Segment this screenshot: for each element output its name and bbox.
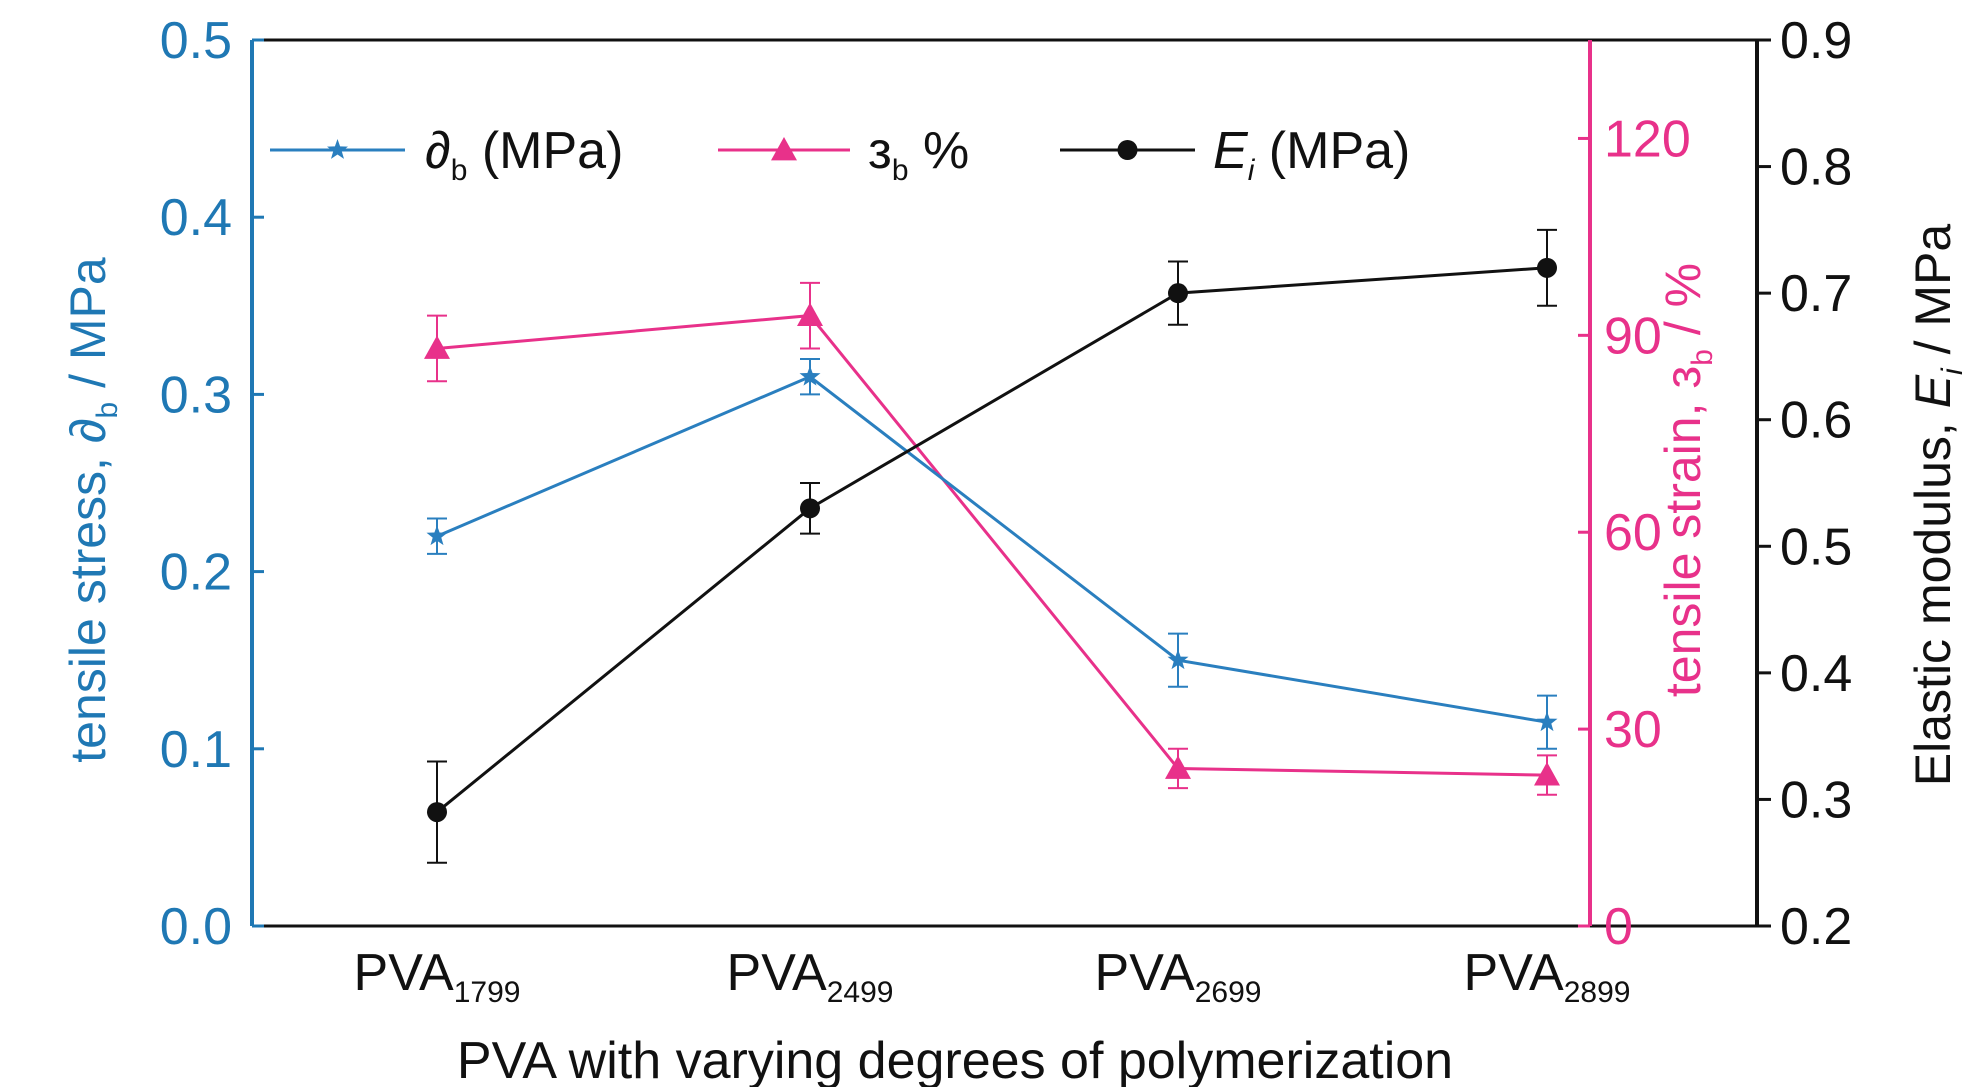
left-axis-title-unit: / MPa xyxy=(60,257,116,402)
data-point xyxy=(1167,649,1189,670)
right1-tick-label: 60 xyxy=(1604,504,1662,562)
x-axis-title: PVA with varying degrees of polymerizati… xyxy=(457,1032,1453,1087)
left-axis-title-text: tensile stress, ∂b / MPa xyxy=(60,257,124,763)
series-line xyxy=(436,314,1548,777)
legend-label: ∂b (MPa) xyxy=(425,122,623,187)
right2-tick-label: 0.8 xyxy=(1780,139,1852,197)
left-tick-label: 0.2 xyxy=(160,544,232,602)
legend-marker xyxy=(327,139,348,159)
left-tick-label: 0.5 xyxy=(160,12,232,70)
legend: ∂b (MPa) зb % Ei (MPa) xyxy=(270,122,1410,187)
left-axis-title-main: tensile stress, xyxy=(60,443,116,763)
data-point xyxy=(1536,711,1558,732)
left-axis-title-sub: b xyxy=(91,402,124,419)
x-tick-label: PVA2699 xyxy=(1095,944,1262,1009)
right1-axis-title-main: tensile strain, xyxy=(1655,389,1711,697)
x-tick-label-base: PVA xyxy=(1464,944,1565,1002)
right2-tick-label: 0.6 xyxy=(1780,392,1852,450)
right2-tick-label: 0.9 xyxy=(1780,12,1852,70)
left-axis-ticks: 0.0 0.1 0.2 0.3 0.4 0.5 xyxy=(160,12,264,956)
data-point xyxy=(1165,755,1191,779)
x-tick-label-sub: 2899 xyxy=(1564,976,1631,1009)
left-tick-label: 0.0 xyxy=(160,898,232,956)
right1-axis-title-unit: / % xyxy=(1655,263,1711,349)
legend-label-symbol: E xyxy=(1213,122,1249,180)
data-point xyxy=(800,498,820,519)
legend-label-sub: b xyxy=(892,154,909,187)
legend-item: зb % xyxy=(718,122,969,187)
right2-tick-label: 0.2 xyxy=(1780,898,1852,956)
x-tick-label-sub: 2499 xyxy=(827,976,894,1009)
right2-axis-ticks: 0.2 0.3 0.4 0.5 0.6 0.7 0.8 0.9 xyxy=(1757,12,1852,956)
series-circle xyxy=(427,228,1557,864)
right1-tick-label: 120 xyxy=(1604,110,1691,168)
legend-label-suffix: % xyxy=(909,122,970,180)
series-line xyxy=(436,266,1548,814)
legend-label-symbol: ∂ xyxy=(425,122,451,180)
right2-axis-title-sub: i xyxy=(1936,367,1969,375)
right2-axis-title-main: Elastic modulus, xyxy=(1905,408,1961,786)
x-tick-label-sub: 2699 xyxy=(1195,976,1262,1009)
right2-tick-label: 0.3 xyxy=(1780,771,1852,829)
right2-tick-label: 0.7 xyxy=(1780,265,1852,323)
data-point xyxy=(1168,283,1188,304)
legend-label: Ei (MPa) xyxy=(1213,122,1410,187)
series-layer xyxy=(424,228,1560,864)
legend-label-suffix: (MPa) xyxy=(1254,122,1410,180)
legend-marker xyxy=(1117,140,1138,160)
left-tick-label: 0.4 xyxy=(160,189,232,247)
legend-label-sub: b xyxy=(451,154,468,187)
data-point xyxy=(797,302,823,327)
right2-tick-label: 0.5 xyxy=(1780,518,1852,576)
x-tick-label-sub: 1799 xyxy=(454,976,521,1009)
x-tick-label: PVA2499 xyxy=(727,944,894,1009)
legend-label-suffix: (MPa) xyxy=(467,122,623,180)
right2-axis-title: Elastic modulus, Ei / MPa xyxy=(1905,224,1969,787)
right1-tick-label: 90 xyxy=(1604,307,1662,365)
series-line xyxy=(436,374,1548,724)
right2-axis-title-symbol: E xyxy=(1905,374,1961,408)
x-axis-ticks: PVA1799 PVA2499 PVA2699 PVA2899 xyxy=(354,944,1631,1009)
series-triangle xyxy=(424,281,1560,796)
x-tick-label-base: PVA xyxy=(727,944,828,1002)
x-tick-label: PVA1799 xyxy=(354,944,521,1009)
right1-axis-title-sub: b xyxy=(1686,349,1719,366)
legend-marker xyxy=(771,137,797,161)
legend-label: зb % xyxy=(868,122,969,187)
right1-axis-title-symbol: з xyxy=(1655,366,1711,389)
series-star xyxy=(426,357,1558,750)
data-point xyxy=(427,802,447,823)
right1-axis-ticks: 0 30 60 90 120 xyxy=(1578,110,1691,956)
data-point xyxy=(1537,257,1557,278)
legend-item: ∂b (MPa) xyxy=(270,122,623,187)
x-tick-label-base: PVA xyxy=(1095,944,1196,1002)
legend-label-symbol: з xyxy=(868,122,892,180)
right1-tick-label: 0 xyxy=(1604,898,1633,956)
right2-axis-title-unit: / MPa xyxy=(1905,224,1961,369)
left-tick-label: 0.1 xyxy=(160,721,232,779)
data-point xyxy=(426,525,448,546)
x-tick-label: PVA2899 xyxy=(1464,944,1631,1009)
plot-frame xyxy=(250,38,1759,928)
legend-label-sub: i xyxy=(1248,154,1256,187)
legend-item: Ei (MPa) xyxy=(1060,122,1410,187)
right2-tick-label: 0.4 xyxy=(1780,645,1852,703)
plot-area xyxy=(252,40,1757,926)
left-axis-title-symbol: ∂ xyxy=(60,418,116,443)
data-point xyxy=(799,365,821,386)
right1-axis-title: tensile strain, зb / % xyxy=(1655,263,1719,697)
data-point xyxy=(424,335,450,359)
right1-axis-title-text: tensile strain, зb / % xyxy=(1655,263,1719,697)
right1-tick-label: 30 xyxy=(1604,701,1662,759)
right2-axis-title-text: Elastic modulus, Ei / MPa xyxy=(1905,224,1969,787)
data-point xyxy=(1534,762,1560,786)
x-tick-label-base: PVA xyxy=(354,944,455,1002)
left-tick-label: 0.3 xyxy=(160,366,232,424)
left-axis-title: tensile stress, ∂b / MPa xyxy=(60,257,124,763)
